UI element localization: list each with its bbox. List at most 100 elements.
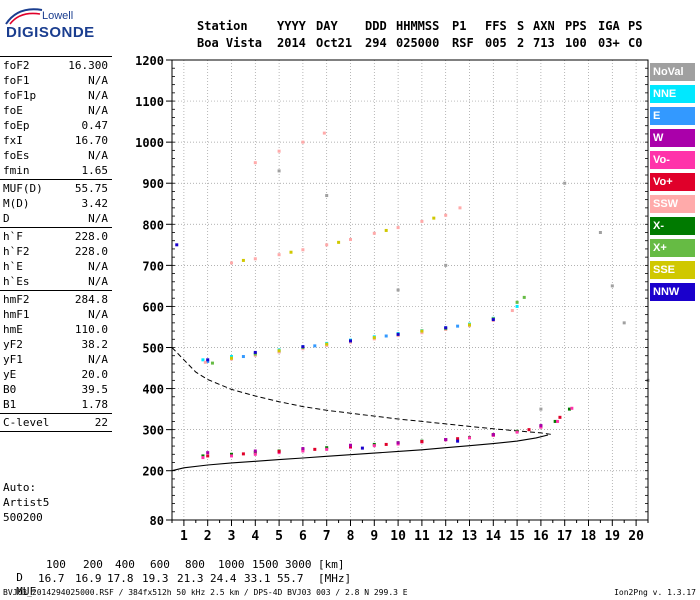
param-label: foF2	[3, 59, 30, 72]
data-point	[556, 419, 560, 423]
data-point	[444, 263, 448, 267]
data-point	[241, 258, 245, 262]
param-row: yE 20.0	[0, 367, 112, 382]
x-tick-label: 12	[438, 529, 454, 544]
data-point	[468, 323, 471, 327]
y-tick-label: 200	[142, 465, 164, 479]
param-row: hmF1 N/A	[0, 307, 112, 322]
muf-distance-cell: 1500	[252, 558, 279, 571]
data-point	[230, 356, 233, 360]
y-tick-label: 1000	[135, 136, 164, 150]
param-label: M(D)	[3, 197, 30, 210]
param-row: foEs N/A	[0, 148, 112, 163]
param-row: hmE 110.0	[0, 322, 112, 337]
y-tick-label: 1100	[135, 95, 164, 109]
legend-item: Vo+	[650, 173, 695, 191]
param-value: 110.0	[74, 323, 108, 336]
data-point	[277, 169, 281, 173]
x-tick-label: 20	[628, 529, 644, 544]
param-row: fxI 16.70	[0, 133, 112, 148]
param-row: M(D) 3.42	[0, 196, 112, 211]
data-point	[622, 321, 626, 325]
param-row: yF2 38.2	[0, 337, 112, 352]
data-point	[313, 344, 317, 348]
x-tick-label: 15	[509, 529, 525, 544]
data-point	[515, 304, 519, 308]
data-point	[230, 261, 233, 265]
muf-distance-cell: 1000	[218, 558, 245, 571]
data-point	[253, 449, 257, 453]
data-point	[241, 452, 245, 456]
param-label: foF1	[3, 74, 30, 87]
chart-ticks: 1 2 3 4 5 6 7 8 9 10 11 12 13 14 15 16 17 18 19 20802003004…	[135, 54, 649, 544]
param-divider	[0, 56, 112, 57]
muf-value-unit: [MHz]	[318, 572, 352, 585]
param-row: MUF(D) 55.75	[0, 181, 112, 196]
legend-item: SSW	[650, 195, 695, 213]
auto-line: 500200	[3, 511, 43, 524]
data-point	[301, 248, 305, 252]
data-point	[468, 436, 471, 440]
header-col-s: S	[517, 19, 525, 33]
header-col-axn: AXN	[533, 19, 555, 33]
param-row: fmin 1.65	[0, 163, 112, 178]
ionogram-chart: 1 2 3 4 5 6 7 8 9 10 11 12 13 14 15 16 17 18 19 20802003004…	[135, 54, 650, 544]
param-row: C-level 22	[0, 415, 112, 430]
param-group-virtual-heights: h`F 228.0 h`F2 228.0 h`E N/A h`Es N/A	[0, 229, 112, 289]
param-label: foE	[3, 104, 23, 117]
data-point	[372, 231, 376, 235]
x-tick-label: 13	[462, 529, 478, 544]
param-value: 22	[94, 416, 108, 429]
data-point	[396, 441, 400, 445]
param-label: h`F	[3, 230, 23, 243]
muf-value-cell: 55.7	[277, 572, 304, 585]
data-point	[175, 243, 179, 247]
param-label: yE	[3, 368, 17, 381]
muf-value-cell: 19.3	[142, 572, 169, 585]
param-label: foEp	[3, 119, 30, 132]
version-info: Ion2Png v. 1.3.17	[614, 588, 696, 597]
x-tick-label: 16	[533, 529, 549, 544]
param-group-clevel: C-level 22	[0, 415, 112, 430]
param-group-profile: hmF2 284.8 hmF1 N/A hmE 110.0 yF2 38.2 yF1 N/…	[0, 292, 112, 412]
param-label: MUF(D)	[3, 182, 43, 195]
data-point	[325, 243, 329, 247]
chart-curves	[171, 347, 553, 472]
x-tick-label: 10	[390, 529, 406, 544]
data-point	[553, 419, 557, 423]
data-point	[325, 446, 329, 450]
data-point	[598, 231, 602, 234]
param-label: fxI	[3, 134, 23, 147]
data-point	[539, 425, 543, 429]
logo-brand: DIGISONDE	[6, 24, 95, 41]
series-nnw	[175, 243, 495, 450]
param-label: hmF2	[3, 293, 30, 306]
param-value: 1.78	[81, 398, 109, 411]
autoscaling-info: Auto: Artist5 500200	[3, 480, 49, 525]
data-point	[522, 295, 526, 299]
file-info: BVJ03_2014294025000.RSF / 384fx512h 50 k…	[3, 588, 408, 597]
header-val-year: 2014	[277, 36, 306, 50]
param-label: foEs	[3, 149, 30, 162]
param-value: 20.0	[81, 368, 109, 381]
data-point	[337, 240, 341, 244]
muf-distance-cell: 200	[83, 558, 103, 571]
auto-line: Artist5	[3, 496, 50, 509]
data-point	[230, 355, 233, 359]
param-label: B0	[3, 383, 17, 396]
data-point	[253, 257, 257, 261]
data-point	[567, 407, 571, 411]
legend-item: SSE	[650, 261, 695, 279]
data-point	[372, 444, 376, 448]
data-point	[313, 447, 317, 451]
header-col-ps: PS	[628, 19, 643, 33]
param-value: 16.70	[74, 134, 108, 147]
x-tick-label: 7	[323, 529, 331, 544]
param-value: 1.65	[81, 164, 109, 177]
header-col-p1: P1	[452, 19, 467, 33]
param-divider	[0, 227, 112, 228]
muf-value-row: MUF	[3, 572, 36, 598]
param-value: 3.42	[81, 197, 109, 210]
data-point	[301, 140, 305, 144]
y-tick-label: 1200	[135, 54, 164, 68]
